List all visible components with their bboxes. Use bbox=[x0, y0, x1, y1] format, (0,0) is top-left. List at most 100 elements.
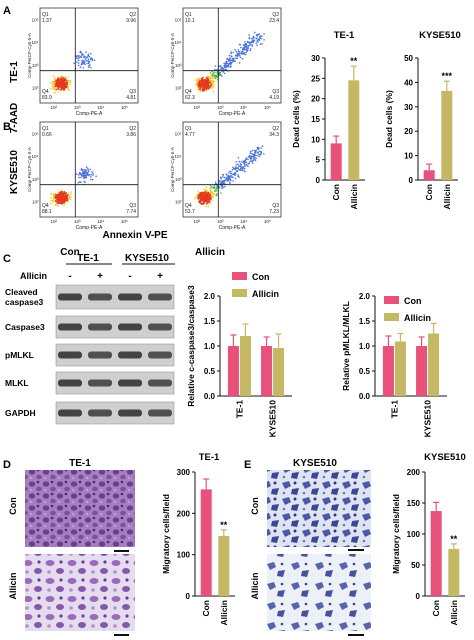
flow-event-dot bbox=[230, 52, 232, 55]
wb-membrane-strip bbox=[55, 315, 175, 339]
flow-event-dot bbox=[257, 38, 259, 40]
flow-event-dot bbox=[235, 167, 238, 170]
flow-event-dot bbox=[80, 181, 82, 183]
flow-event-dot bbox=[236, 57, 238, 59]
flow-event-dot bbox=[255, 149, 257, 152]
flow-event-dot bbox=[243, 162, 245, 165]
flow-event-dot bbox=[61, 201, 63, 204]
flow-event-dot bbox=[230, 51, 232, 53]
flow-event-dot bbox=[244, 42, 247, 45]
wb-sign-2: + bbox=[97, 271, 103, 282]
flow-event-dot bbox=[61, 81, 63, 83]
flow-event-dot bbox=[243, 167, 246, 170]
flow-event-dot bbox=[214, 68, 216, 71]
flow-event-dot bbox=[250, 40, 253, 43]
flow-event-dot bbox=[244, 165, 246, 168]
flow-event-dot bbox=[77, 64, 80, 67]
flow-event-dot bbox=[58, 80, 61, 83]
bar bbox=[261, 346, 273, 396]
flow-event-dot bbox=[196, 82, 198, 85]
flow-y-tick-label: 10⁵ bbox=[32, 131, 39, 136]
quadrant-name: Q4 bbox=[42, 89, 49, 95]
flow-event-dot bbox=[258, 147, 260, 149]
micro-E-row-con: Con bbox=[250, 497, 260, 515]
flow-event-dot bbox=[86, 171, 89, 174]
wb-band bbox=[58, 323, 82, 331]
flow-event-dot bbox=[224, 185, 226, 188]
flow-event-dot bbox=[78, 181, 81, 183]
flow-event-dot bbox=[258, 150, 261, 152]
flow-event-dot bbox=[82, 173, 85, 176]
flow-event-dot bbox=[50, 192, 52, 195]
quadrant-name: Q4 bbox=[185, 203, 192, 209]
flow-event-dot bbox=[255, 37, 258, 40]
flow-event-dot bbox=[204, 85, 206, 87]
wb-band bbox=[148, 323, 172, 331]
flow-event-dot bbox=[246, 164, 248, 166]
flow-y-tick-label: 10³ bbox=[32, 63, 39, 68]
flow-event-dot bbox=[51, 85, 54, 88]
flow-col-label-con: Con bbox=[60, 247, 79, 258]
flow-event-dot bbox=[199, 202, 202, 204]
flow-event-dot bbox=[240, 169, 242, 171]
y-axis-label: Relative pMLKL/MLKL bbox=[341, 301, 351, 391]
flow-event-dot bbox=[246, 50, 248, 52]
flow-event-dot bbox=[263, 33, 265, 35]
x-tick-label: Allicin bbox=[449, 600, 459, 626]
flow-event-dot bbox=[260, 37, 263, 40]
flow-event-dot bbox=[240, 46, 242, 49]
wb-membrane-strip bbox=[55, 343, 175, 367]
flow-event-dot bbox=[221, 185, 223, 188]
flow-event-dot bbox=[240, 165, 242, 167]
y-axis-label: Relative c-caspase3/caspase3 bbox=[186, 285, 196, 407]
flow-event-dot bbox=[243, 48, 246, 51]
flow-event-dot bbox=[205, 197, 207, 200]
flow-event-dot bbox=[214, 65, 216, 67]
flow-event-dot bbox=[232, 58, 234, 60]
flow-event-dot bbox=[200, 82, 202, 85]
flow-event-dot bbox=[259, 153, 262, 156]
y-tick-label: 200 bbox=[177, 509, 191, 518]
y-tick-label: 1.5 bbox=[204, 317, 216, 326]
flow-event-dot bbox=[208, 192, 211, 194]
flow-event-dot bbox=[204, 189, 207, 191]
flow-event-dot bbox=[61, 75, 64, 78]
flow-event-dot bbox=[237, 167, 239, 169]
flow-event-dot bbox=[85, 176, 88, 179]
flow-event-dot bbox=[55, 80, 57, 82]
flow-event-dot bbox=[202, 201, 205, 204]
y-tick-label: 50 bbox=[411, 561, 420, 570]
flow-event-dot bbox=[259, 37, 261, 40]
flow-event-dot bbox=[213, 187, 216, 189]
flow-event-dot bbox=[196, 194, 198, 196]
wb-band-label: Caspase3 bbox=[5, 322, 45, 332]
flow-x-tick-label: 10³ bbox=[217, 105, 224, 110]
flow-event-dot bbox=[263, 39, 265, 41]
y-tick-label: 2.0 bbox=[204, 292, 216, 301]
bar bbox=[273, 348, 285, 396]
flow-event-dot bbox=[202, 85, 205, 88]
y-tick-label: 20 bbox=[404, 127, 413, 136]
flow-event-dot bbox=[213, 185, 216, 187]
y-tick-label: 200 bbox=[407, 468, 421, 477]
flow-event-dot bbox=[214, 77, 217, 80]
flow-event-dot bbox=[236, 169, 238, 172]
quadrant-percentage: 1.37 bbox=[42, 18, 52, 24]
flow-event-dot bbox=[82, 171, 84, 173]
flow-event-dot bbox=[209, 198, 211, 201]
quadrant-name: Q4 bbox=[42, 203, 49, 209]
flow-event-dot bbox=[246, 44, 248, 47]
bar bbox=[382, 346, 394, 396]
flow-event-dot bbox=[213, 71, 216, 74]
flow-event-dot bbox=[242, 50, 244, 52]
flow-event-dot bbox=[206, 86, 208, 88]
flow-event-dot bbox=[205, 203, 208, 205]
flow-event-dot bbox=[90, 173, 93, 176]
flow-event-dot bbox=[238, 160, 241, 163]
quadrant-name: Q1 bbox=[42, 12, 49, 18]
flow-event-dot bbox=[208, 77, 210, 79]
y-tick-label: 1.5 bbox=[359, 317, 371, 326]
quadrant-name: Q3 bbox=[272, 89, 279, 95]
flow-event-dot bbox=[253, 39, 256, 41]
flow-event-dot bbox=[256, 40, 259, 42]
